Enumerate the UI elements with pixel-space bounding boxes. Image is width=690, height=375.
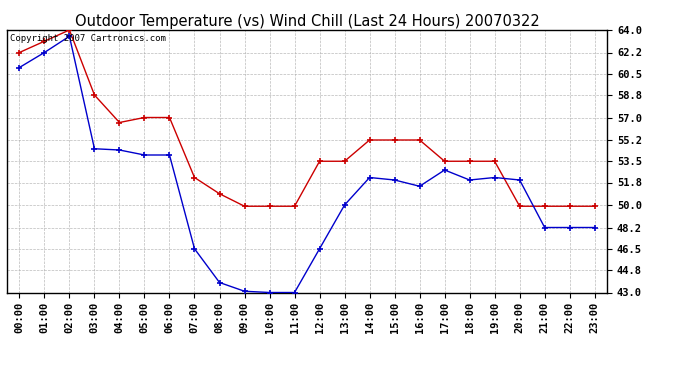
Title: Outdoor Temperature (vs) Wind Chill (Last 24 Hours) 20070322: Outdoor Temperature (vs) Wind Chill (Las… [75, 14, 540, 29]
Text: Copyright 2007 Cartronics.com: Copyright 2007 Cartronics.com [10, 34, 166, 43]
